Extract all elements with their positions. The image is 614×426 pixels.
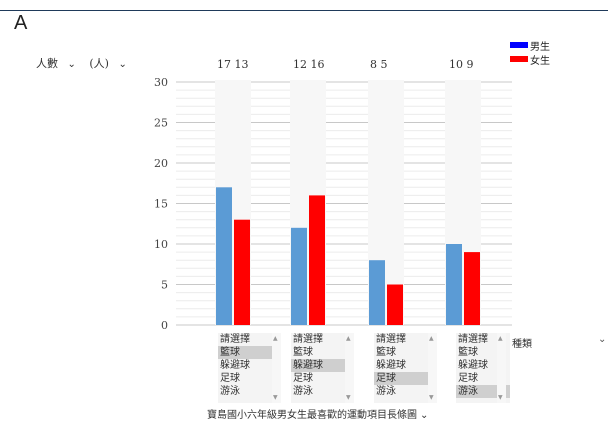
select-option[interactable]: 足球 — [220, 373, 240, 384]
top-divider — [0, 10, 608, 11]
bar-girls-躲避球[interactable] — [309, 195, 325, 325]
scroll-up-icon[interactable]: ▲ — [273, 335, 278, 342]
scroll-down-icon[interactable]: ▼ — [429, 394, 434, 401]
chevron-down-icon[interactable]: ⌄ — [598, 334, 607, 345]
legend-swatch-girls — [510, 56, 528, 62]
top-value-label-4: 10 9 — [449, 58, 474, 71]
select-option[interactable]: 躲避球 — [220, 360, 250, 371]
select-option[interactable]: 足球 — [458, 373, 478, 384]
scroll-down-icon[interactable]: ▼ — [273, 394, 278, 401]
bar-girls-籃球[interactable] — [234, 219, 250, 325]
bar-girls-足球[interactable] — [387, 284, 403, 326]
select-scrollbar[interactable]: ▲ ▼ — [497, 333, 506, 403]
bar-boys-足球[interactable] — [369, 260, 385, 325]
select-option[interactable]: 籃球 — [293, 347, 313, 358]
select-placeholder[interactable]: 請選擇 — [293, 334, 323, 345]
select-option[interactable]: 游泳 — [456, 385, 510, 398]
chart-bars — [216, 187, 480, 325]
select-option[interactable]: 躲避球 — [458, 360, 488, 371]
select-scrollbar[interactable]: ▲ ▼ — [428, 333, 437, 403]
x-axis-kind-label: 種類 — [512, 339, 532, 350]
corner-letter: A — [14, 12, 28, 34]
select-option[interactable]: 躲避球 — [376, 360, 406, 371]
y-tick-label: 20 — [154, 157, 168, 170]
select-option[interactable]: 籃球 — [458, 347, 478, 358]
chevron-down-icon[interactable]: ⌄ — [420, 410, 429, 421]
select-option[interactable]: 籃球 — [218, 346, 272, 359]
select-option[interactable]: 躲避球 — [291, 359, 345, 372]
legend-item-boys: 男生 — [510, 38, 550, 53]
select-option[interactable]: 足球 — [293, 373, 313, 384]
chevron-down-icon[interactable]: ⌄ — [118, 59, 127, 70]
scroll-up-icon[interactable]: ▲ — [429, 335, 434, 342]
y-axis-title: 人數 — [36, 57, 58, 70]
y-axis-label: 人數 ⌄ (人) ⌄ — [36, 55, 137, 71]
bar-boys-籃球[interactable] — [216, 187, 232, 325]
y-tick-label: 0 — [161, 319, 168, 332]
select-placeholder[interactable]: 請選擇 — [458, 334, 488, 345]
select-option[interactable]: 籃球 — [376, 347, 396, 358]
legend-item-girls: 女生 — [510, 52, 550, 67]
category-select-1[interactable]: 請選擇 籃球 躲避球 足球 游泳 — [218, 333, 272, 403]
scroll-down-icon[interactable]: ▼ — [498, 394, 503, 401]
select-option[interactable]: 游泳 — [293, 386, 313, 397]
top-value-label-2: 12 16 — [293, 58, 325, 71]
chevron-down-icon[interactable]: ⌄ — [67, 59, 76, 70]
top-value-label-3: 8 5 — [370, 58, 388, 71]
select-placeholder[interactable]: 請選擇 — [220, 334, 250, 345]
bar-boys-躲避球[interactable] — [291, 227, 307, 325]
legend-label-boys: 男生 — [530, 41, 550, 53]
scroll-up-icon[interactable]: ▲ — [346, 335, 351, 342]
y-tick-label: 25 — [154, 117, 168, 130]
legend: 男生 女生 — [510, 38, 550, 67]
chart-caption: 寶島國小六年級男女生最喜歡的運動項目長條圖 ⌄ — [207, 406, 428, 421]
select-scrollbar[interactable]: ▲ ▼ — [272, 333, 281, 403]
select-option[interactable]: 游泳 — [376, 386, 396, 397]
legend-swatch-boys — [510, 42, 528, 48]
y-tick-labels: 0 5 10 15 20 25 30 — [154, 76, 168, 332]
scroll-down-icon[interactable]: ▼ — [346, 394, 351, 401]
category-select-3[interactable]: 請選擇 籃球 躲避球 足球 游泳 — [374, 333, 428, 403]
y-tick-label: 10 — [154, 238, 168, 251]
category-select-2[interactable]: 請選擇 籃球 躲避球 足球 游泳 — [291, 333, 345, 403]
scroll-up-icon[interactable]: ▲ — [498, 335, 503, 342]
y-axis-unit: (人) — [89, 57, 109, 70]
select-scrollbar[interactable]: ▲ ▼ — [345, 333, 354, 403]
y-tick-label: 30 — [154, 76, 168, 89]
bar-boys-游泳[interactable] — [446, 244, 462, 325]
bar-girls-游泳[interactable] — [464, 252, 480, 325]
top-value-label-1: 17 13 — [217, 58, 249, 71]
select-placeholder[interactable]: 請選擇 — [376, 334, 406, 345]
legend-label-girls: 女生 — [530, 55, 550, 67]
y-tick-label: 15 — [154, 198, 168, 211]
select-option[interactable]: 游泳 — [220, 386, 240, 397]
select-option[interactable]: 足球 — [374, 372, 428, 385]
chart-caption-text: 寶島國小六年級男女生最喜歡的運動項目長條圖 — [207, 410, 417, 421]
y-tick-label: 5 — [161, 279, 168, 292]
